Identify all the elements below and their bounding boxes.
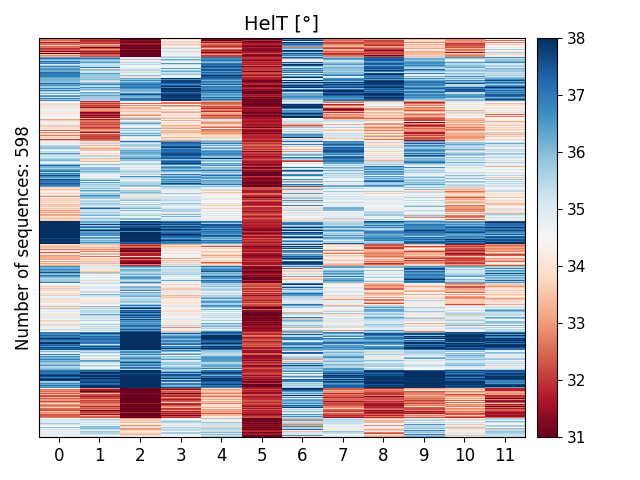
Y-axis label: Number of sequences: 598: Number of sequences: 598: [15, 125, 33, 350]
Title: HelT [°]: HelT [°]: [244, 15, 319, 34]
